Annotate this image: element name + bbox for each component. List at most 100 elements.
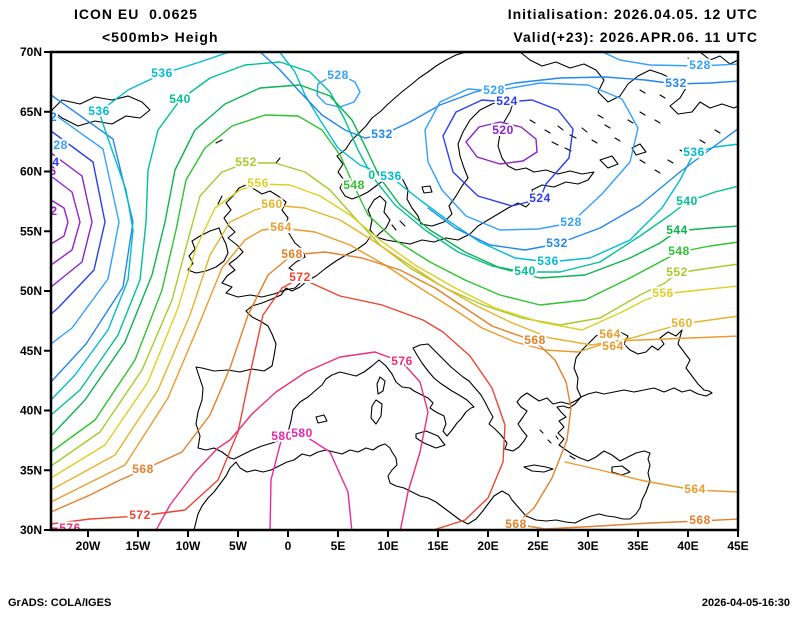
coastline-path — [573, 329, 713, 398]
coastline-path — [667, 159, 674, 164]
coastline-path — [217, 195, 223, 205]
contour-label-540: 540 — [514, 264, 536, 278]
contour-line-540 — [51, 61, 738, 416]
x-axis-tick-label: 45E — [727, 539, 748, 553]
model-title: ICON EU 0.0625 — [74, 6, 198, 22]
coastline-path — [659, 94, 666, 99]
x-axis-tick-label: 10W — [176, 539, 201, 553]
contour-line-544 — [51, 84, 738, 437]
contour-line-572 — [51, 277, 506, 530]
y-axis-tick-label: 55N — [20, 224, 42, 238]
contour-label-536: 536 — [88, 104, 110, 118]
coastline-path — [551, 141, 559, 146]
contour-label-536: 536 — [683, 145, 705, 159]
contour-label-564: 564 — [270, 220, 292, 234]
render-timestamp: 2026-04-05-16:30 — [701, 597, 790, 609]
contour-label-548: 548 — [668, 244, 690, 258]
contour-line-548 — [51, 114, 738, 453]
contour-line-528 — [600, 52, 738, 67]
contour-label-536: 536 — [151, 66, 173, 80]
contour-label-532: 532 — [665, 76, 687, 90]
y-axis-tick-label: 35N — [20, 463, 42, 477]
contour-label-568: 568 — [132, 462, 154, 476]
coastline-path — [714, 129, 721, 134]
contour-label-532: 532 — [546, 236, 568, 250]
coastline-path — [391, 224, 397, 231]
contour-label-576: 576 — [59, 521, 81, 535]
contour-line-564 — [51, 227, 738, 503]
coastline-path — [336, 52, 467, 197]
coastline-path — [370, 399, 383, 425]
contour-line-532 — [427, 127, 738, 251]
coastline-path — [544, 129, 551, 134]
x-axis-tick-label: 15E — [427, 539, 448, 553]
coastline-path — [523, 464, 554, 473]
coastline-path — [247, 176, 254, 181]
contour-line-536 — [51, 52, 232, 401]
coastline-path — [557, 125, 564, 131]
contour-label-528: 528 — [46, 138, 68, 152]
x-axis-tick-label: 5E — [331, 539, 346, 553]
x-axis-tick-label: 35E — [627, 539, 648, 553]
contour-label-564: 564 — [599, 327, 621, 341]
coastline-path — [654, 119, 661, 124]
contour-label-540: 540 — [169, 92, 191, 106]
init-time-label: Initialisation: 2026.04.05. 12 UTC — [507, 6, 758, 22]
coastline-path — [611, 465, 631, 476]
x-axis-tick-label: 20W — [76, 539, 101, 553]
coastline-path — [639, 159, 646, 164]
contour-line-564 — [564, 461, 738, 493]
grads-credit: GrADS: COLA/IGES — [8, 597, 112, 609]
coastline-path — [604, 124, 611, 129]
coastline-path — [221, 184, 306, 298]
coastline-path — [699, 139, 706, 144]
x-axis-tick-label: 15W — [126, 539, 151, 553]
contour-label-580: 580 — [291, 426, 313, 440]
y-axis-tick-label: 40N — [20, 404, 42, 418]
y-axis-tick-label: 30N — [20, 523, 42, 537]
contour-label-536: 536 — [537, 254, 559, 268]
coastline-path — [654, 169, 661, 174]
coastline-path — [51, 95, 151, 127]
contour-label-512: 2 — [50, 204, 57, 218]
contour-label-532: 532 — [371, 127, 393, 141]
contour-line-532 — [259, 52, 738, 139]
contour-line-556 — [51, 183, 738, 479]
contour-label-560: 560 — [261, 197, 283, 211]
y-axis-tick-label: 60N — [20, 165, 42, 179]
contour-label-532: 32 — [43, 110, 57, 124]
coastline-path — [275, 157, 281, 164]
x-axis-tick-label: 10E — [377, 539, 398, 553]
coastline-path — [519, 52, 738, 115]
contour-label-580: 580 — [271, 429, 293, 443]
coastline-path — [187, 227, 229, 274]
contour-label-572: 572 — [129, 508, 151, 522]
coastline-path — [529, 119, 536, 124]
contour-label-520: 0 — [41, 243, 48, 257]
contour-line-568 — [51, 251, 738, 530]
coastline-path — [539, 429, 544, 434]
coastline-path — [415, 430, 446, 449]
contour-label-528: 528 — [483, 83, 505, 97]
coastline-path — [215, 139, 223, 144]
y-axis-tick-label: 70N — [20, 45, 42, 59]
contour-line-576 — [155, 351, 429, 530]
x-axis-tick-label: 40E — [677, 539, 698, 553]
contour-label-528: 528 — [327, 68, 349, 82]
x-axis-tick-label: 0 — [285, 539, 292, 553]
contour-line-532 — [51, 94, 134, 383]
coastline-path — [631, 143, 647, 156]
contour-label-560: 560 — [671, 316, 693, 330]
coastline-path — [315, 414, 328, 424]
x-axis-tick-label: 30E — [577, 539, 598, 553]
contour-label-516: 6 — [49, 164, 56, 178]
contour-line-512 — [51, 199, 69, 245]
contour-line-528 — [51, 111, 120, 345]
contour-label-568: 568 — [524, 333, 546, 347]
contour-label-564: 564 — [684, 482, 706, 496]
contour-label-520: 520 — [492, 123, 514, 137]
coastline-path — [569, 134, 577, 139]
x-axis-tick-label: 5W — [229, 539, 248, 553]
contour-label-528: 528 — [689, 58, 711, 72]
